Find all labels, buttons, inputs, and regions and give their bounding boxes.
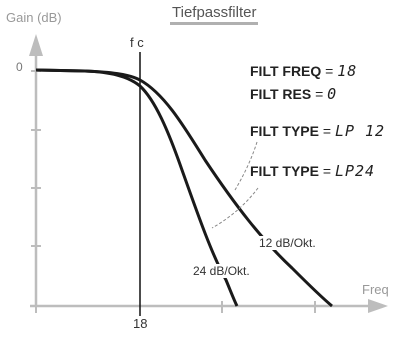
- param-filt-type-lp12: FILT TYPE = LP 12: [250, 122, 386, 140]
- param-key: FILT TYPE: [250, 163, 319, 179]
- param-filt-type-lp24: FILT TYPE = LP24: [250, 162, 376, 180]
- param-value: LP24: [334, 162, 376, 180]
- param-key: FILT FREQ: [250, 63, 322, 79]
- param-filt-res: FILT RES = 0: [250, 85, 338, 103]
- cutoff-label: f c: [130, 35, 144, 50]
- lp12-leader: [234, 141, 258, 191]
- lp12-curve: [35, 68, 333, 308]
- lp24-curve: [35, 68, 239, 307]
- cutoff-value: 18: [133, 316, 148, 331]
- x-axis-label: Freq: [362, 282, 389, 297]
- y-axis-label: Gain (dB): [6, 10, 62, 25]
- param-value: 0: [327, 85, 338, 103]
- lp24-slope-label: 24 dB/Okt.: [192, 264, 251, 278]
- zero-label: 0: [16, 60, 23, 74]
- param-value: 18: [337, 62, 358, 80]
- y-axis-arrow: [29, 34, 43, 56]
- diagram-title: Tiefpassfilter: [170, 4, 259, 25]
- x-axis-arrow: [368, 299, 388, 313]
- lp24-leader: [211, 187, 259, 229]
- param-key: FILT RES: [250, 86, 312, 102]
- param-filt-freq: FILT FREQ = 18: [250, 62, 358, 80]
- param-key: FILT TYPE: [250, 123, 319, 139]
- lp12-slope-label: 12 dB/Okt.: [258, 236, 317, 250]
- param-value: LP 12: [334, 122, 386, 140]
